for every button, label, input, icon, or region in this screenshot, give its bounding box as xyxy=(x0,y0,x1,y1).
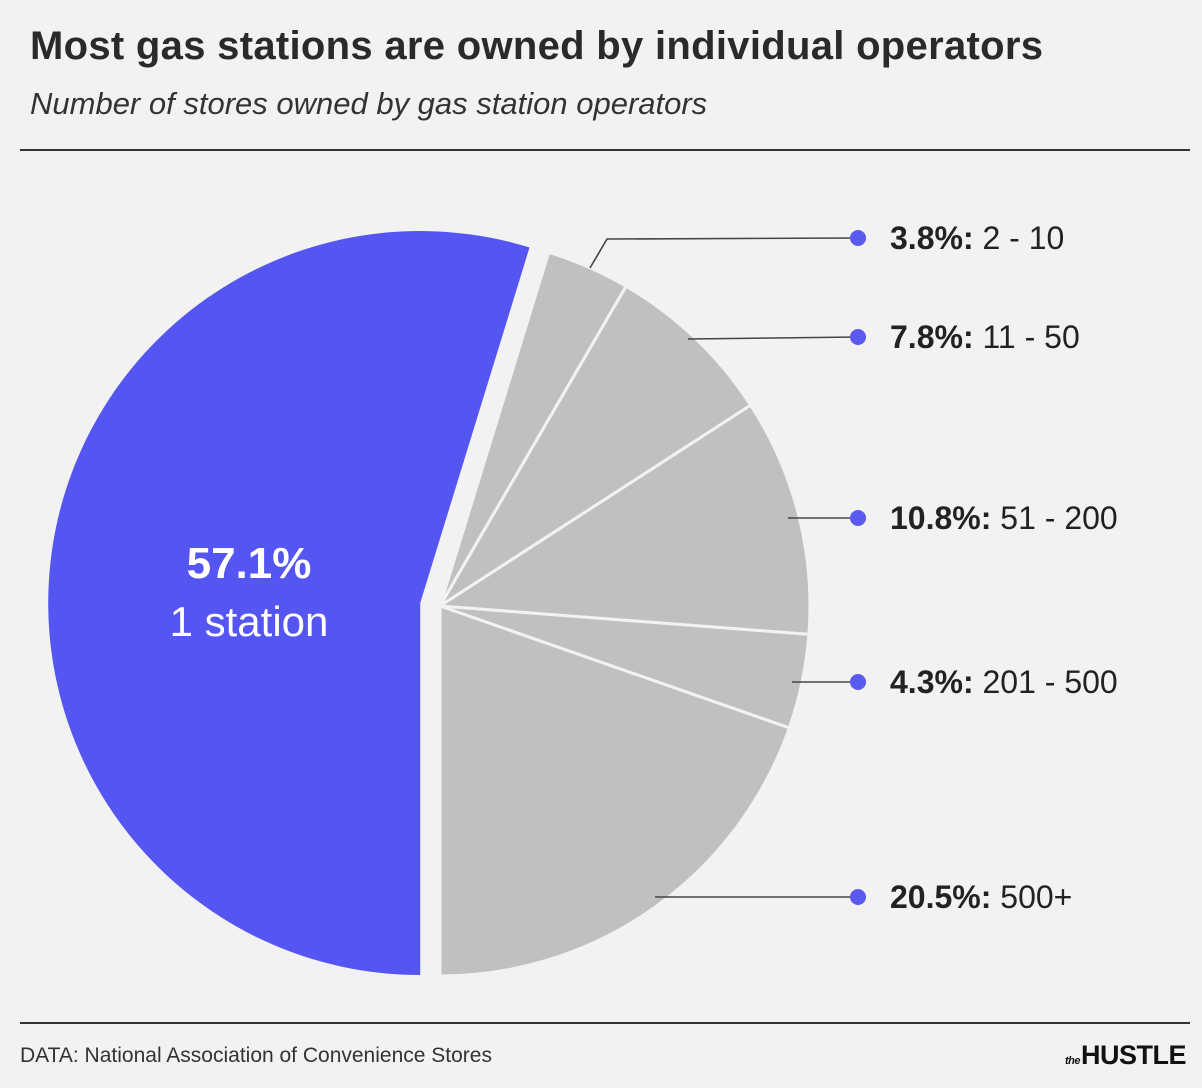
slice-range: 201 - 500 xyxy=(974,664,1118,700)
slice-label: 4.3%: 201 - 500 xyxy=(890,664,1118,700)
slice-range: 500+ xyxy=(991,879,1072,915)
highlight-pct: 57.1% xyxy=(187,539,312,588)
hustle-logo: theHUSTLE xyxy=(1065,1040,1187,1070)
slice-pct: 7.8%: xyxy=(890,319,974,355)
pie-slice-5 xyxy=(438,603,792,978)
slice-range: 2 - 10 xyxy=(974,220,1065,256)
leader-line xyxy=(687,336,859,340)
slice-label: 3.8%: 2 - 10 xyxy=(890,220,1064,256)
pie-slice-highlight xyxy=(48,231,530,976)
slice-label: 10.8%: 51 - 200 xyxy=(890,500,1118,536)
chart-title: Most gas stations are owned by individua… xyxy=(30,24,1044,68)
slice-range: 51 - 200 xyxy=(991,500,1117,536)
top-divider xyxy=(20,149,1190,151)
label-dot xyxy=(850,230,866,246)
source-note: DATA: National Association of Convenienc… xyxy=(20,1044,492,1067)
slice-pct: 10.8%: xyxy=(890,500,991,536)
label-dot xyxy=(850,329,866,345)
label-dot xyxy=(850,510,866,526)
slice-label: 20.5%: 500+ xyxy=(890,879,1072,915)
bottom-divider xyxy=(20,1022,1190,1024)
slice-range: 11 - 50 xyxy=(974,319,1080,355)
chart-subtitle: Number of stores owned by gas station op… xyxy=(30,86,708,121)
slice-pct: 20.5%: xyxy=(890,879,991,915)
slice-pct: 3.8%: xyxy=(890,220,974,256)
pie-slice-3 xyxy=(435,403,812,637)
label-dot xyxy=(850,889,866,905)
slice-pct: 4.3%: xyxy=(890,664,974,700)
pie-chart: 3.8%: 2 - 10 7.8%: 11 - 50 10.8%: 51 - 200… xyxy=(48,220,1118,978)
leader-line xyxy=(589,237,859,269)
label-dot xyxy=(850,674,866,690)
highlight-label: 1 station xyxy=(170,598,329,645)
slice-label: 7.8%: 11 - 50 xyxy=(890,319,1080,355)
